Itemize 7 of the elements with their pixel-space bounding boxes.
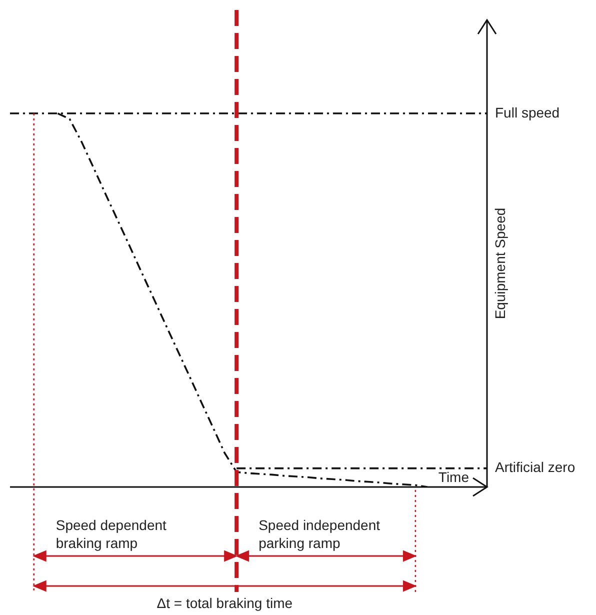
y-axis-title: Equipment Speed: [492, 208, 508, 320]
text: Speed independent parking ramp: [258, 517, 380, 551]
series-label: Artificial zero: [495, 459, 576, 476]
text: Speed dependent braking ramp: [56, 517, 167, 551]
series-label: Full speed: [495, 104, 560, 120]
x-axis-title: Time: [438, 468, 470, 485]
text: Δt = total braking time: [156, 595, 293, 611]
